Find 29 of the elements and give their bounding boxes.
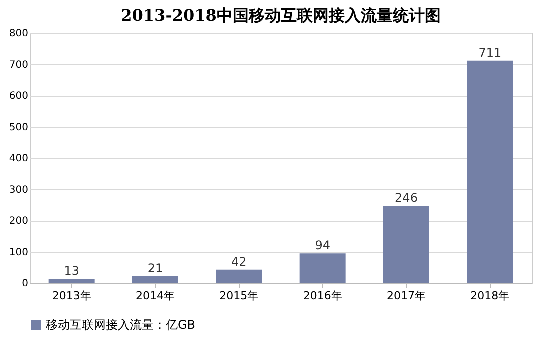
data-label: 94 <box>315 238 330 253</box>
y-tick-label: 600 <box>9 91 28 102</box>
y-tick-label: 800 <box>9 28 28 40</box>
y-tick-label: 300 <box>9 184 28 196</box>
y-tick-label: 200 <box>9 216 28 227</box>
y-tick-label: 700 <box>9 60 28 71</box>
x-tick-label: 2016年 <box>303 290 342 302</box>
x-tick-label: 2015年 <box>220 290 259 302</box>
data-label: 21 <box>148 261 164 276</box>
bar <box>216 270 262 283</box>
legend-label: 移动互联网接入流量：亿GB <box>46 318 196 332</box>
y-tick-label: 500 <box>9 122 28 134</box>
data-label: 246 <box>395 191 418 206</box>
y-tick-label: 0 <box>22 278 28 290</box>
y-tick-label: 100 <box>9 247 28 258</box>
y-tick-label: 400 <box>9 154 28 164</box>
x-tick-label: 2014年 <box>136 290 175 302</box>
data-label: 711 <box>478 46 502 60</box>
bar <box>384 206 430 283</box>
bar <box>48 278 95 283</box>
data-label: 13 <box>64 264 80 278</box>
data-label: 42 <box>232 254 247 269</box>
x-tick-label: 2018年 <box>470 290 510 302</box>
x-tick-label: 2013年 <box>52 290 92 302</box>
chart-title: 2013-2018中国移动互联网接入流量统计图 <box>121 6 441 25</box>
bar <box>132 276 178 283</box>
bar <box>467 60 514 283</box>
x-tick-label: 2017年 <box>387 290 426 302</box>
bar <box>300 254 346 283</box>
